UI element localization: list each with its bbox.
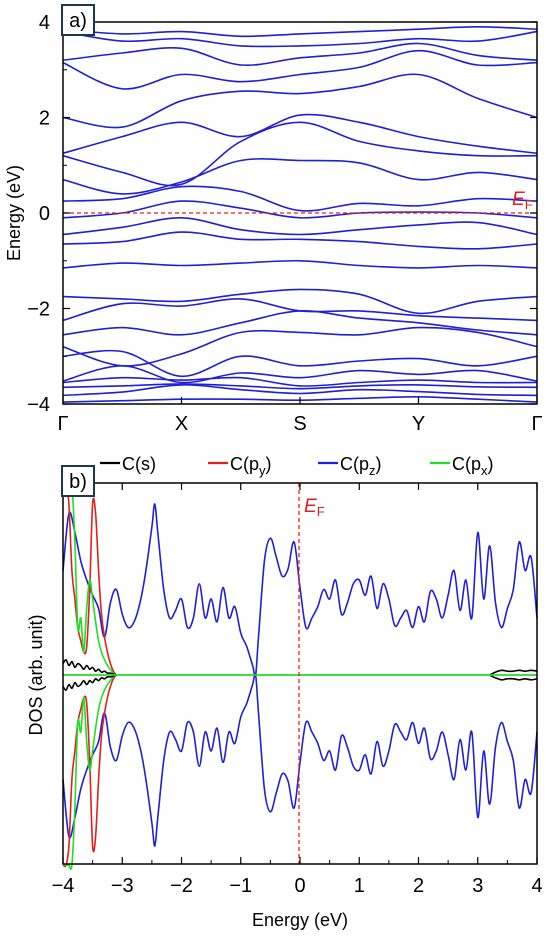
panel-tag-a: a) — [69, 10, 87, 32]
energy-tick-label: −2 — [27, 299, 50, 321]
band-y-axis-title: Energy (eV) — [4, 165, 24, 261]
band-line — [62, 113, 538, 155]
energy-x-tick-label: 3 — [472, 875, 483, 897]
energy-x-tick-labels: −4 −3 −2 −1 0 1 2 3 4 — [52, 875, 543, 897]
legend-label: C(py) — [230, 454, 272, 478]
dos-curve — [62, 482, 117, 676]
band-line — [62, 349, 538, 378]
band-line — [62, 30, 538, 48]
band-line — [62, 216, 538, 236]
band-line — [62, 73, 538, 129]
band-line — [62, 158, 538, 195]
panel-tag-box-a — [61, 4, 95, 36]
band-line — [62, 25, 538, 38]
k-point-label: Γ — [531, 413, 542, 435]
band-line — [62, 376, 538, 387]
dos-curves — [62, 480, 538, 870]
band-line — [62, 200, 538, 219]
band-line — [62, 364, 538, 384]
dos-curve — [489, 674, 538, 681]
energy-x-tick-label: −3 — [111, 875, 134, 897]
band-line — [62, 288, 538, 315]
energy-x-tick-label: 1 — [354, 875, 365, 897]
dos-curve — [62, 503, 538, 678]
dos-axis-ticks — [62, 483, 538, 864]
fermi-label-b: EF — [304, 496, 325, 519]
legend: C(s) C(py) C(pz) C(px) — [100, 454, 494, 478]
band-line — [62, 185, 538, 212]
band-line — [62, 384, 538, 397]
k-point-label: X — [175, 413, 188, 435]
band-line — [62, 259, 538, 269]
dos-plot-frame — [62, 482, 538, 865]
energy-x-tick-label: 4 — [531, 875, 542, 897]
energy-x-tick-label: −1 — [229, 875, 252, 897]
band-line — [62, 383, 538, 390]
legend-label: C(px) — [452, 454, 494, 478]
band-line — [62, 42, 538, 67]
energy-x-tick-label: −4 — [52, 875, 75, 897]
dos-y-axis-title: DOS (arb. unit) — [26, 614, 46, 735]
legend-label: C(pz) — [340, 454, 382, 478]
dos-curve — [62, 674, 117, 691]
band-line — [62, 298, 538, 322]
energy-tick-label: 4 — [39, 12, 50, 34]
band-line — [62, 231, 538, 250]
energy-x-tick-label: 2 — [413, 875, 424, 897]
panel-tag-box-b — [61, 465, 95, 497]
panel-tag-b: b) — [69, 471, 87, 493]
energy-x-tick-label: −2 — [170, 875, 193, 897]
dos-curve — [489, 669, 538, 676]
band-lines — [62, 25, 538, 403]
fermi-label-a: EF — [512, 189, 533, 212]
energy-x-tick-label: 0 — [294, 875, 305, 897]
legend-label: C(s) — [122, 454, 156, 474]
dos-x-axis-title: Energy (eV) — [252, 910, 348, 930]
k-point-label: Γ — [57, 413, 68, 435]
dos-curve — [62, 674, 117, 868]
dos-curve — [62, 673, 538, 847]
band-line — [62, 49, 538, 90]
energy-tick-label: −4 — [27, 394, 50, 416]
energy-tick-label: 2 — [39, 108, 50, 130]
dos-curve — [62, 659, 117, 676]
dos-curve — [62, 674, 117, 870]
energy-tick-label: 0 — [39, 203, 50, 225]
dos-panel: C(s) C(py) C(pz) C(px) −4 −3 −2 −1 0 1 2 3 4 Energy… — [26, 454, 543, 930]
band-axis-ticks — [62, 21, 538, 405]
band-line — [62, 121, 538, 187]
k-point-label: Y — [412, 413, 425, 435]
k-point-label: S — [293, 413, 306, 435]
energy-tick-labels: −4 −2 0 2 4 — [27, 12, 50, 416]
band-line — [62, 326, 538, 367]
band-structure-panel: Γ X S Y Γ −4 −2 0 2 4 Energy (eV) EF a) — [4, 4, 543, 435]
